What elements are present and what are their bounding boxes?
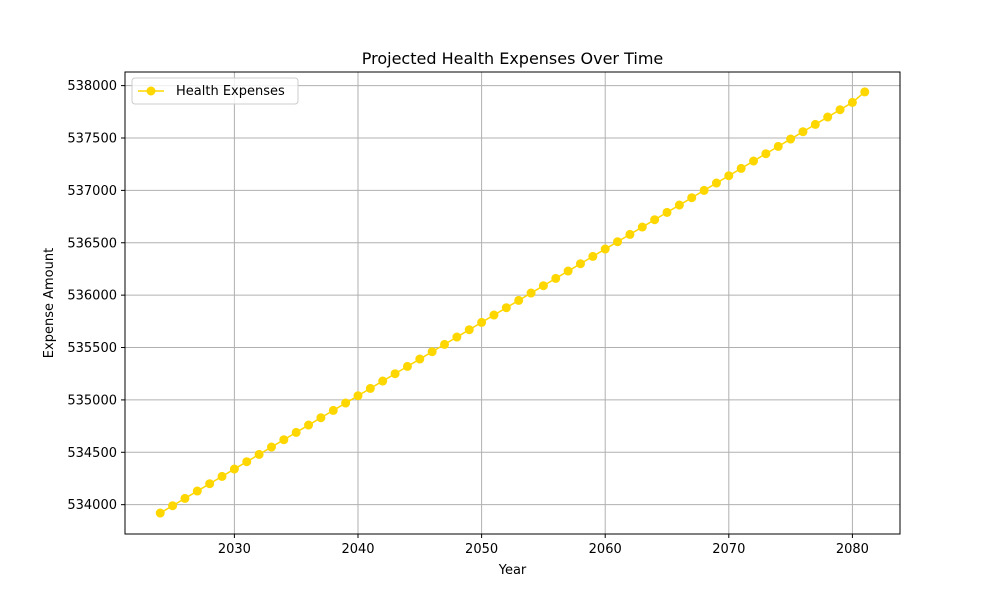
data-point (847, 97, 857, 107)
data-point (155, 508, 165, 518)
data-point (749, 156, 759, 166)
data-point (563, 266, 573, 276)
x-axis-label: Year (498, 563, 527, 578)
y-tick-label: 537500 (67, 132, 117, 147)
plot-frame (124, 71, 901, 535)
data-point (365, 383, 375, 393)
data-point (415, 354, 425, 364)
data-point (291, 427, 301, 437)
data-point (254, 449, 264, 459)
data-point (501, 303, 511, 313)
data-point (823, 112, 833, 122)
data-point (699, 185, 709, 195)
data-point (835, 105, 845, 115)
legend-marker-swatch (146, 86, 156, 96)
data-point (229, 464, 239, 474)
data-point (279, 435, 289, 445)
series-line (159, 91, 866, 514)
y-tick-label: 537000 (67, 184, 117, 199)
data-point (711, 178, 721, 188)
y-tick-label: 534000 (67, 498, 117, 513)
x-tick-label: 2050 (465, 542, 498, 557)
data-point (687, 193, 697, 203)
data-point (613, 237, 623, 247)
data-point (625, 229, 635, 239)
data-point (588, 251, 598, 261)
data-point (662, 207, 672, 217)
y-tick-label: 536500 (67, 236, 117, 251)
y-tick-label: 536000 (67, 289, 117, 304)
data-point (575, 259, 585, 269)
data-point (786, 134, 796, 144)
data-point (353, 391, 363, 401)
data-point (192, 486, 202, 496)
legend-label: Health Expenses (176, 84, 285, 99)
data-point (798, 127, 808, 137)
data-point (810, 119, 820, 129)
data-point (477, 317, 487, 327)
data-point (514, 295, 524, 305)
data-point (217, 471, 227, 481)
data-point (180, 493, 190, 503)
y-axis-ticks: 534000 534500 535000 535500 536000 536500 5370… (67, 79, 125, 513)
data-point (674, 200, 684, 210)
data-point (266, 442, 276, 452)
data-point (551, 273, 561, 283)
chart-title: Projected Health Expenses Over Time (362, 49, 664, 68)
data-point (390, 369, 400, 379)
y-axis-label: Expense Amount (42, 248, 57, 358)
legend-box (131, 77, 299, 105)
data-point (736, 163, 746, 173)
data-point (304, 420, 314, 430)
data-point (341, 398, 351, 408)
data-point (538, 281, 548, 291)
data-point (724, 171, 734, 181)
x-axis-ticks: 2030 2040 2050 2060 2070 2080 (218, 534, 869, 557)
y-tick-label: 535000 (67, 393, 117, 408)
series-layer (155, 87, 870, 518)
data-point (650, 215, 660, 225)
legend: Health Expenses (131, 77, 299, 105)
data-point (168, 501, 178, 511)
grid (125, 72, 900, 534)
x-tick-label: 2070 (712, 542, 745, 557)
data-point (378, 376, 388, 386)
y-tick-label: 538000 (67, 79, 117, 94)
data-point (761, 149, 771, 159)
data-point (205, 479, 215, 489)
data-point (464, 325, 474, 335)
data-point (427, 347, 437, 357)
data-point (489, 310, 499, 320)
data-point (526, 288, 536, 298)
data-point (242, 457, 252, 467)
data-point (452, 332, 462, 342)
data-point (773, 141, 783, 151)
y-tick-label: 535500 (67, 341, 117, 356)
y-tick-label: 534500 (67, 446, 117, 461)
data-point (316, 413, 326, 423)
x-tick-label: 2080 (836, 542, 869, 557)
x-tick-label: 2040 (341, 542, 374, 557)
x-tick-label: 2030 (218, 542, 251, 557)
data-point (440, 339, 450, 349)
x-tick-label: 2060 (589, 542, 622, 557)
data-point (328, 405, 338, 415)
data-point (600, 244, 610, 254)
data-point (402, 361, 412, 371)
data-point (860, 87, 870, 97)
data-point (637, 222, 647, 232)
